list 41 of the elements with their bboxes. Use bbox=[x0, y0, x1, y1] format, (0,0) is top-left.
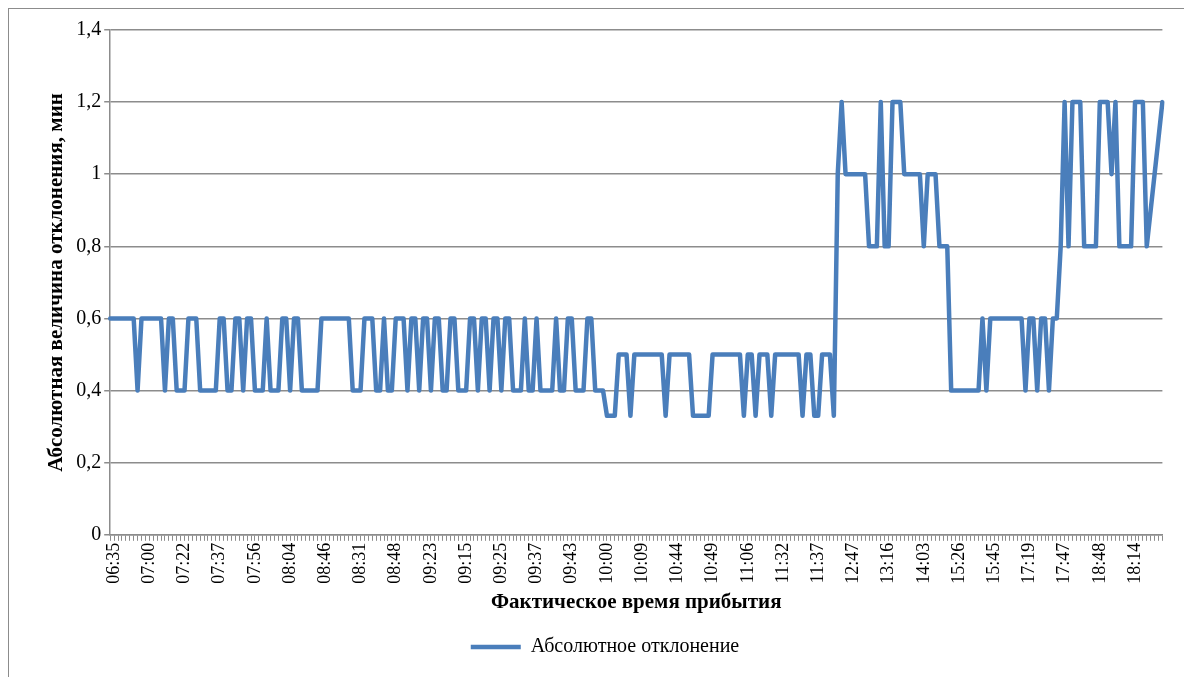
x-tick-label: 09:37 bbox=[525, 542, 546, 584]
x-tick-label: 18:48 bbox=[1088, 542, 1109, 584]
y-tick-label: 1,2 bbox=[76, 89, 102, 112]
x-tick-label: 11:32 bbox=[771, 542, 792, 584]
x-tick-label: 18:14 bbox=[1123, 542, 1144, 584]
y-tick-label: 0,6 bbox=[76, 305, 102, 328]
x-tick-label: 14:03 bbox=[912, 542, 933, 584]
y-axis-title: Абсолютная величина отклонения, мин bbox=[43, 93, 68, 472]
x-tick-label: 10:44 bbox=[666, 542, 687, 584]
x-tick-label: 08:46 bbox=[314, 542, 335, 584]
x-tick-label: 12:47 bbox=[842, 542, 863, 584]
x-tick-label: 09:23 bbox=[419, 542, 440, 584]
x-tick-label: 07:56 bbox=[243, 542, 264, 584]
x-tick-label: 10:49 bbox=[701, 542, 722, 584]
y-tick-label: 0,4 bbox=[76, 377, 102, 400]
x-tick-label: 09:25 bbox=[490, 542, 511, 584]
x-tick-label: 15:26 bbox=[947, 542, 968, 584]
y-tick-label: 0,8 bbox=[76, 233, 102, 256]
x-tick-label: 07:22 bbox=[173, 542, 194, 584]
x-tick-label: 10:00 bbox=[595, 542, 616, 584]
y-tick-label: 0 bbox=[91, 522, 102, 545]
x-tick-label: 09:43 bbox=[560, 542, 581, 584]
x-tick-label: 09:15 bbox=[454, 542, 475, 584]
y-tick-label: 0,2 bbox=[76, 449, 102, 472]
x-tick-label: 08:04 bbox=[278, 542, 299, 584]
y-tick-label: 1 bbox=[91, 161, 102, 184]
x-tick-label: 10:09 bbox=[630, 542, 651, 584]
x-tick-label: 06:35 bbox=[102, 542, 123, 584]
x-tick-label: 07:37 bbox=[208, 542, 229, 584]
x-tick-label: 11:06 bbox=[736, 542, 757, 584]
x-axis-title: Фактическое время прибытия bbox=[491, 588, 782, 613]
y-tick-label: 1,4 bbox=[76, 17, 102, 40]
x-tick-label: 13:16 bbox=[877, 542, 898, 584]
legend-label: Абсолютное отклонение bbox=[530, 634, 740, 657]
x-tick-label: 15:45 bbox=[982, 542, 1003, 584]
x-tick-label: 08:31 bbox=[349, 542, 370, 584]
x-tick-label: 17:19 bbox=[1018, 542, 1039, 584]
x-tick-label: 17:47 bbox=[1053, 542, 1074, 584]
x-tick-label: 07:00 bbox=[138, 542, 159, 584]
x-tick-label: 08:48 bbox=[384, 542, 405, 584]
x-tick-label: 11:37 bbox=[806, 542, 827, 584]
